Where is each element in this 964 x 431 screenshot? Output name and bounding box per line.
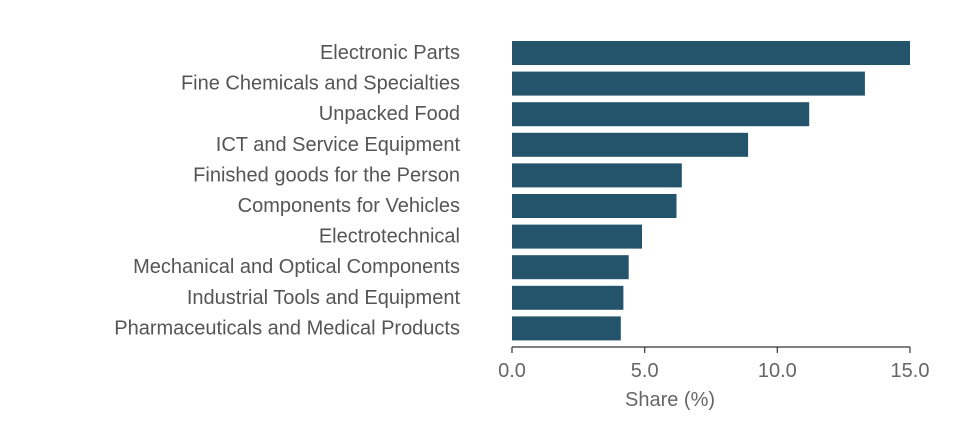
- category-label: Pharmaceuticals and Medical Products: [114, 317, 460, 339]
- bar-electronic-parts: [512, 41, 910, 65]
- x-tick-label: 15.0: [891, 360, 930, 382]
- bars-layer: [512, 41, 910, 341]
- bar-finished-goods-for-the-person: [512, 163, 682, 188]
- category-label: Electrotechnical: [319, 226, 460, 248]
- category-label: Fine Chemicals and Specialties: [181, 73, 460, 95]
- category-label: ICT and Service Equipment: [216, 134, 461, 156]
- x-tick-label: 10.0: [758, 360, 797, 382]
- bar-unpacked-food: [512, 102, 810, 127]
- category-label: Finished goods for the Person: [193, 164, 460, 186]
- category-label: Industrial Tools and Equipment: [187, 287, 461, 309]
- category-label: Electronic Parts: [320, 42, 460, 64]
- bar-industrial-tools-and-equipment: [512, 285, 624, 310]
- bar-fine-chemicals-and-specialties: [512, 71, 865, 96]
- bar-ict-and-service-equipment: [512, 132, 749, 157]
- x-axis: 0.0 5.0 10.0 15.0: [498, 346, 930, 382]
- category-label: Components for Vehicles: [238, 195, 460, 217]
- bar-electrotechnical: [512, 224, 642, 249]
- category-label: Mechanical and Optical Components: [133, 256, 460, 278]
- bar-pharmaceuticals-and-medical-products: [512, 316, 621, 341]
- category-labels: Electronic Parts Fine Chemicals and Speci…: [114, 42, 460, 339]
- category-label: Unpacked Food: [319, 103, 460, 125]
- bar-mechanical-and-optical-components: [512, 255, 629, 280]
- x-tick-label: 0.0: [498, 360, 526, 382]
- x-axis-title: Share (%): [625, 389, 715, 411]
- bar-components-for-vehicles: [512, 194, 677, 218]
- x-tick-label: 5.0: [631, 360, 659, 382]
